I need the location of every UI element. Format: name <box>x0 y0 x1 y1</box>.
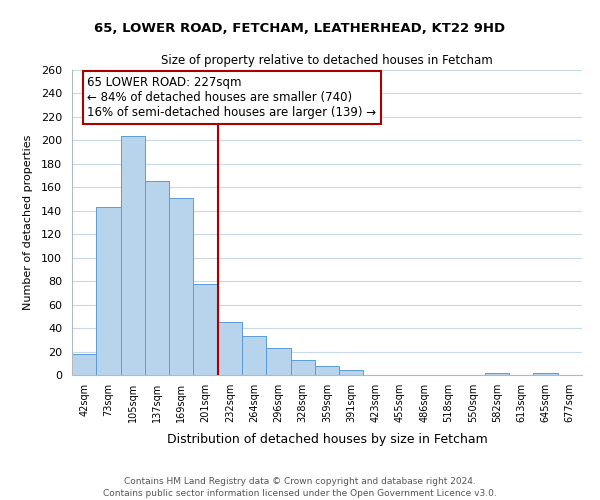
Bar <box>485 372 509 375</box>
Bar <box>339 370 364 375</box>
Bar <box>121 136 145 375</box>
Bar <box>533 372 558 375</box>
Bar <box>169 198 193 375</box>
Title: Size of property relative to detached houses in Fetcham: Size of property relative to detached ho… <box>161 54 493 68</box>
Bar <box>290 360 315 375</box>
X-axis label: Distribution of detached houses by size in Fetcham: Distribution of detached houses by size … <box>167 433 487 446</box>
Text: Contains public sector information licensed under the Open Government Licence v3: Contains public sector information licen… <box>103 489 497 498</box>
Bar <box>193 284 218 375</box>
Bar <box>315 366 339 375</box>
Bar <box>242 336 266 375</box>
Bar <box>218 322 242 375</box>
Bar <box>266 348 290 375</box>
Bar <box>96 207 121 375</box>
Y-axis label: Number of detached properties: Number of detached properties <box>23 135 32 310</box>
Text: 65 LOWER ROAD: 227sqm
← 84% of detached houses are smaller (740)
16% of semi-det: 65 LOWER ROAD: 227sqm ← 84% of detached … <box>88 76 376 119</box>
Bar <box>72 354 96 375</box>
Text: Contains HM Land Registry data © Crown copyright and database right 2024.: Contains HM Land Registry data © Crown c… <box>124 478 476 486</box>
Text: 65, LOWER ROAD, FETCHAM, LEATHERHEAD, KT22 9HD: 65, LOWER ROAD, FETCHAM, LEATHERHEAD, KT… <box>94 22 506 36</box>
Bar <box>145 182 169 375</box>
